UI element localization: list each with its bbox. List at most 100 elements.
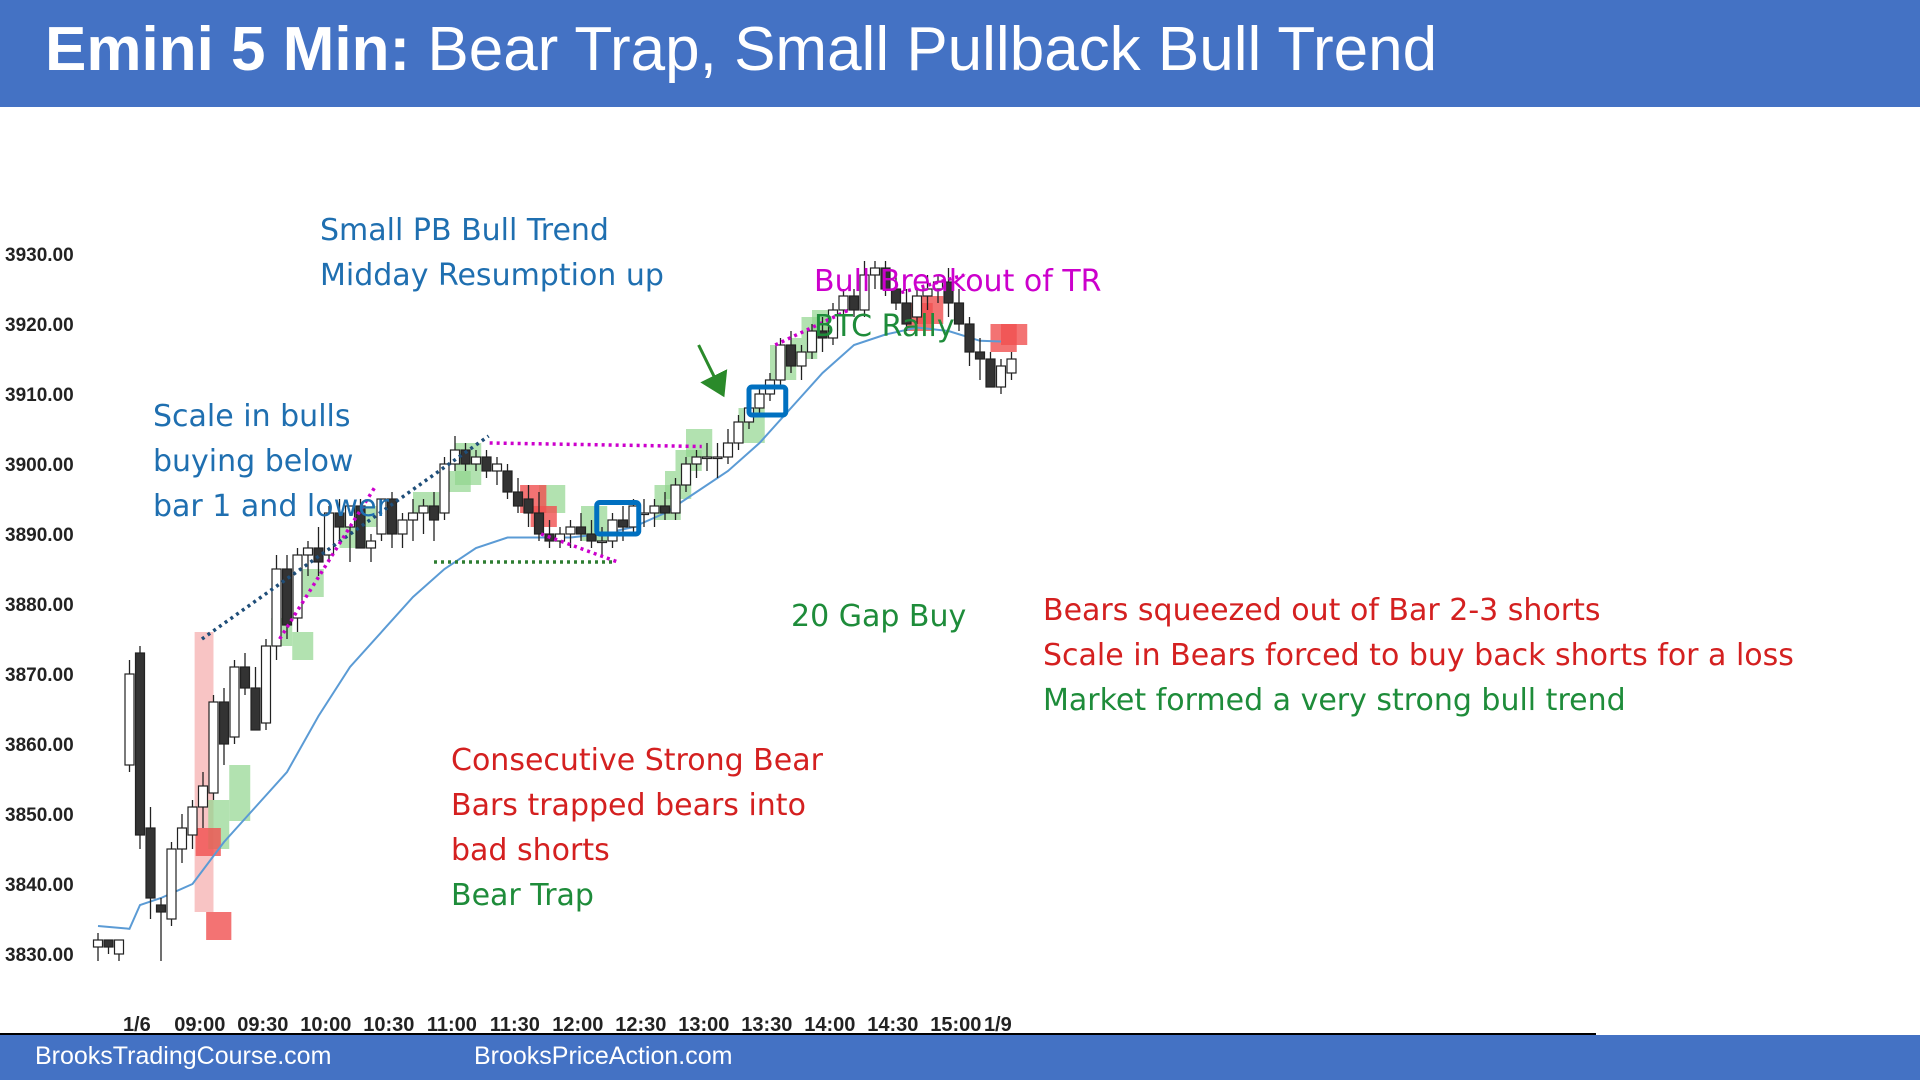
- bull-candle: [827, 309, 839, 339]
- bull-candle: [418, 505, 429, 514]
- x-tick-label: 1/6: [123, 1014, 151, 1035]
- bull-candle: [565, 526, 576, 535]
- bull-candle: [670, 484, 681, 514]
- x-tick-label: 09:30: [237, 1014, 288, 1035]
- arrow-icon: [697, 344, 728, 398]
- bull-candle: [470, 456, 482, 465]
- bear-candle: [481, 456, 492, 472]
- y-tick-label: 3880.00: [5, 595, 74, 616]
- annotation-line: buying below: [153, 444, 353, 479]
- bull-candle: [197, 785, 209, 808]
- bull-candle: [754, 393, 765, 409]
- y-tick-label: 3910.00: [5, 385, 74, 406]
- annotation-line: Midday Resumption up: [320, 258, 664, 293]
- bear-candle: [533, 512, 545, 535]
- title-bold: Emini 5 Min:: [45, 15, 411, 84]
- x-tick-label: 13:00: [678, 1014, 729, 1035]
- bear-candle: [512, 491, 524, 507]
- bull-candle: [124, 673, 135, 766]
- x-tick-label: 1/9: [984, 1014, 1012, 1035]
- signal-box: [746, 384, 789, 418]
- annotation-line: bar 1 and lower: [153, 489, 390, 524]
- x-tick-label: 12:30: [615, 1014, 666, 1035]
- bull-candle: [344, 505, 356, 528]
- bear-candle: [334, 512, 345, 528]
- annotation-line: BTC Rally: [814, 309, 955, 344]
- bear-candle: [586, 533, 597, 542]
- bear-candle: [880, 267, 891, 290]
- footer-right-link[interactable]: BrooksPriceAction.com: [474, 1042, 733, 1070]
- y-tick-label: 3900.00: [5, 455, 74, 476]
- bull-candle: [649, 505, 660, 514]
- bear-candle: [953, 302, 965, 325]
- bear-candle: [523, 498, 534, 514]
- bull-candle: [176, 827, 188, 850]
- bull-candle: [292, 554, 303, 619]
- bull-candle: [796, 351, 807, 367]
- bear-candle: [502, 470, 513, 493]
- bull-candle: [1006, 358, 1017, 374]
- bull-candle: [838, 295, 849, 311]
- bull-candle: [376, 498, 387, 535]
- x-tick-label: 14:00: [804, 1014, 855, 1035]
- magenta-dotted-line: [278, 484, 378, 640]
- annotation-line: Consecutive Strong Bear: [451, 743, 824, 778]
- bear-candle: [817, 330, 828, 339]
- x-tick-label: 14:30: [867, 1014, 918, 1035]
- page-title: Emini 5 Min: Bear Trap, Small Pullback B…: [45, 14, 1437, 85]
- y-tick-label: 3930.00: [5, 245, 74, 266]
- annotation-line: Bull Breakout of TR: [814, 264, 1102, 299]
- bear-candle: [155, 904, 167, 913]
- x-tick-label: 12:00: [552, 1014, 603, 1035]
- x-tick-label: 09:00: [174, 1014, 225, 1035]
- bear-candle: [145, 827, 156, 899]
- footer-left-link[interactable]: BrooksTradingCourse.com: [35, 1042, 332, 1070]
- x-tick-label: 11:30: [490, 1014, 540, 1035]
- bull-candle: [932, 281, 944, 290]
- bear-candle: [103, 939, 114, 948]
- bull-candle: [92, 939, 104, 948]
- bear-candle: [134, 652, 146, 836]
- bar-highlights: [195, 296, 1028, 940]
- bull-candle: [260, 645, 272, 724]
- y-tick-label: 3850.00: [5, 805, 74, 826]
- annotation-line: Market formed a very strong bull trend: [1043, 683, 1626, 718]
- y-tick-label: 3840.00: [5, 875, 74, 896]
- x-tick-label: 15:00: [930, 1014, 981, 1035]
- annotation-line: Bears squeezed out of Bar 2-3 shorts: [1043, 593, 1601, 628]
- y-tick-label: 3860.00: [5, 735, 74, 756]
- bear-candle: [901, 302, 912, 325]
- bear-candle: [355, 505, 366, 549]
- bull-candle: [302, 547, 314, 556]
- bull-candle: [911, 295, 923, 318]
- y-tick-label: 3830.00: [5, 945, 74, 966]
- magenta-dotted-line: [489, 441, 702, 449]
- bear-candle: [964, 323, 975, 353]
- header-bar: [0, 0, 1920, 107]
- bull-candle: [680, 463, 692, 486]
- x-tick-label: 11:00: [427, 1014, 477, 1035]
- bear-candle: [428, 505, 440, 521]
- bull-candle: [229, 666, 240, 738]
- bear-candle: [785, 344, 797, 367]
- bear-candle: [943, 281, 954, 304]
- signal-boxes: [594, 384, 789, 537]
- y-axis: 3830.00 3840.00 3850.00 3860.00 3870.00 3880.…: [5, 245, 74, 966]
- bear-candle: [575, 526, 587, 535]
- bull-candle: [691, 456, 702, 465]
- x-axis: 1/6 09:00 09:30 10:00 10:30 11:00 11:30 12:00 12…: [0, 1014, 1596, 1035]
- y-tick-label: 3920.00: [5, 315, 74, 336]
- annotation-line: Bear Trap: [451, 878, 594, 913]
- bull-candle: [323, 512, 335, 556]
- bull-candle: [365, 540, 377, 549]
- bull-candle: [439, 463, 450, 514]
- bear-candle: [218, 701, 230, 745]
- bull-candle: [407, 512, 419, 521]
- bull-highlight: [292, 632, 314, 660]
- bull-candle: [869, 267, 881, 276]
- candlestick-chart: 3830.00 3840.00 3850.00 3860.00 3870.00 3880.…: [0, 213, 1794, 1035]
- bull-candle: [701, 456, 713, 460]
- annotations: Small PB Bull Trend Midday Resumption up S…: [153, 213, 1794, 913]
- annotation-line: Scale in bulls: [153, 399, 351, 434]
- bear-candle: [985, 358, 996, 388]
